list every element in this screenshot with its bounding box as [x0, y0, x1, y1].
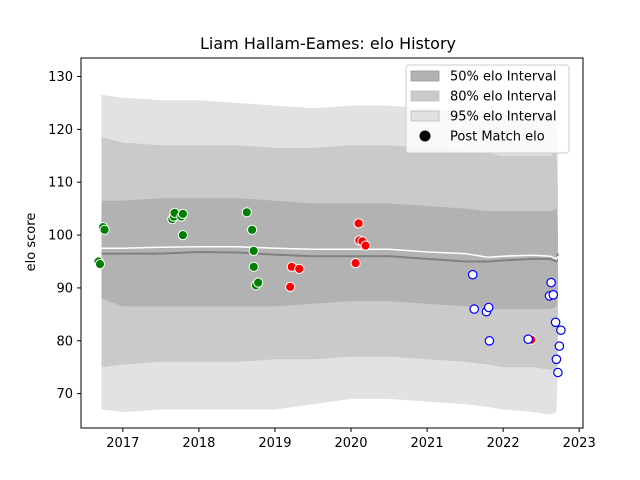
data-point	[177, 208, 188, 219]
legend-label: 95% elo Interval	[450, 110, 557, 125]
legend-box	[405, 64, 570, 154]
x-tick-label: 2021	[411, 436, 444, 451]
interval-bands	[101, 95, 558, 415]
x-tick-label: 2023	[563, 436, 596, 451]
data-point	[469, 304, 479, 314]
y-axis-label: elo score	[24, 213, 39, 272]
y-tick-label: 110	[48, 176, 73, 191]
legend-label: 80% elo Interval	[450, 90, 557, 105]
data-point	[548, 289, 559, 300]
data-point	[483, 302, 494, 313]
legend-swatch	[410, 90, 440, 102]
y-tick-label: 100	[48, 229, 73, 244]
plot-area	[93, 95, 566, 415]
data-point	[241, 207, 252, 218]
data-point	[253, 277, 264, 288]
y-tick-label: 130	[48, 70, 73, 85]
y-tick-label: 90	[56, 281, 73, 296]
data-point	[294, 263, 305, 274]
data-point	[248, 245, 259, 256]
legend-label: Post Match elo	[450, 130, 545, 145]
data-point	[177, 230, 188, 241]
x-tick-label: 2017	[106, 436, 139, 451]
data-point	[556, 325, 566, 335]
x-axis-ticks: 2017 2018 2019 2020 2021 2022 2023	[106, 428, 596, 451]
mean-line	[101, 245, 559, 260]
data-point	[353, 218, 364, 229]
x-tick-label: 2018	[182, 436, 215, 451]
data-point	[546, 277, 556, 288]
x-tick-label: 2020	[334, 436, 367, 451]
chart-title: Liam Hallam-Eames: elo History	[200, 34, 456, 53]
y-tick-label: 80	[56, 334, 73, 349]
trend-lines	[101, 245, 559, 263]
data-point	[484, 335, 495, 346]
data-point	[360, 240, 371, 251]
axes-frame	[80, 57, 584, 429]
data-point	[94, 259, 106, 270]
data-point	[551, 354, 562, 365]
legend-marker	[419, 130, 431, 142]
data-point	[550, 317, 561, 328]
x-tick-label: 2019	[258, 436, 291, 451]
data-point	[248, 261, 259, 272]
y-tick-label: 120	[48, 123, 73, 138]
band-p50	[101, 198, 558, 310]
data-point	[523, 334, 533, 344]
y-tick-label: 70	[56, 387, 73, 402]
legend: 50% elo Interval 80% elo Interval 95% elo …	[405, 64, 570, 154]
legend-swatch	[410, 70, 440, 82]
x-tick-label: 2022	[487, 436, 520, 451]
post-match-points	[93, 207, 566, 378]
legend-swatch	[410, 110, 440, 122]
data-point	[99, 224, 110, 235]
data-point	[553, 367, 563, 378]
y-axis-ticks: 70 80 90 100 110 120 130	[48, 70, 81, 402]
data-point	[285, 281, 296, 292]
data-point	[350, 258, 361, 269]
data-point	[247, 224, 258, 235]
data-point	[554, 341, 565, 351]
legend-label: 50% elo Interval	[450, 70, 557, 85]
data-point	[467, 269, 478, 280]
median-line	[101, 250, 559, 263]
